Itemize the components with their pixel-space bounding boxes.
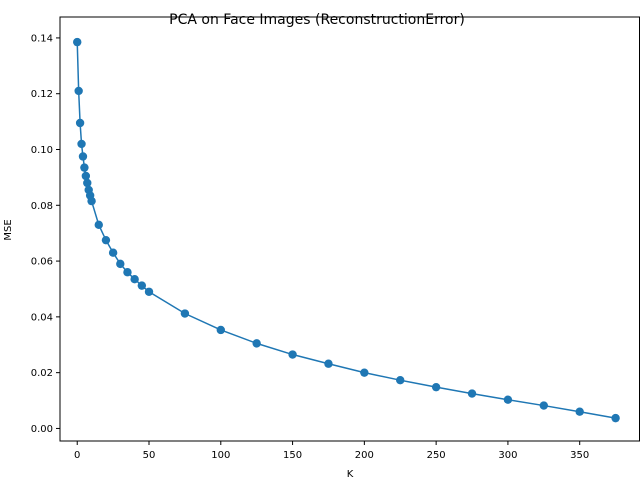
- plot-area: [73, 37, 620, 423]
- data-point: [130, 275, 139, 284]
- data-point: [137, 281, 147, 290]
- data-point: [611, 413, 620, 423]
- data-point: [539, 401, 549, 410]
- x-tick-label: 50: [143, 450, 156, 461]
- x-tick-label: 350: [570, 450, 589, 461]
- data-point: [324, 359, 333, 368]
- data-point: [80, 163, 89, 172]
- data-point: [144, 287, 154, 296]
- data-point: [431, 382, 441, 392]
- x-tick-label: 300: [498, 450, 517, 461]
- data-point: [94, 220, 103, 230]
- y-tick-label: 0.14: [31, 33, 53, 44]
- data-point: [360, 368, 369, 377]
- data-point: [252, 339, 261, 348]
- data-point: [78, 152, 88, 161]
- data-point: [74, 86, 83, 96]
- x-axis: 0 50 100 150 200 250 300 350: [74, 441, 589, 461]
- data-point: [77, 139, 86, 149]
- data-point: [575, 407, 584, 416]
- data-point: [123, 268, 132, 277]
- y-tick-label: 0.04: [31, 312, 53, 323]
- y-tick-label: 0.08: [31, 201, 53, 212]
- data-point: [396, 375, 405, 385]
- data-point: [101, 235, 111, 245]
- y-tick-label: 0.12: [31, 89, 53, 100]
- x-tick-label: 100: [211, 450, 230, 461]
- x-tick-label: 150: [283, 450, 302, 461]
- x-axis-label: K: [347, 469, 354, 480]
- data-point: [75, 118, 85, 128]
- data-point: [87, 196, 96, 206]
- x-tick-label: 250: [427, 450, 446, 461]
- data-point: [108, 248, 118, 257]
- y-tick-label: 0.00: [31, 424, 53, 435]
- series-line: [76, 42, 616, 419]
- data-point: [73, 37, 82, 47]
- data-point: [116, 259, 125, 269]
- data-point: [81, 171, 91, 181]
- y-axis: 0.00 0.02 0.04 0.06 0.08 0.10 0.12 0.14: [31, 33, 60, 435]
- data-point: [83, 178, 92, 188]
- x-tick-label: 200: [355, 450, 374, 461]
- y-axis-label: MSE: [3, 219, 14, 240]
- y-tick-label: 0.06: [31, 257, 53, 268]
- x-tick-label: 0: [74, 450, 80, 461]
- data-point: [216, 325, 225, 335]
- data-point: [180, 309, 190, 318]
- data-point: [467, 389, 477, 398]
- y-tick-label: 0.02: [31, 368, 53, 379]
- y-tick-label: 0.10: [31, 145, 53, 156]
- data-point: [288, 350, 297, 359]
- axes-frame: [59, 16, 640, 442]
- chart-title: PCA on Face Images (ReconstructionError): [169, 12, 465, 28]
- data-point: [503, 395, 513, 404]
